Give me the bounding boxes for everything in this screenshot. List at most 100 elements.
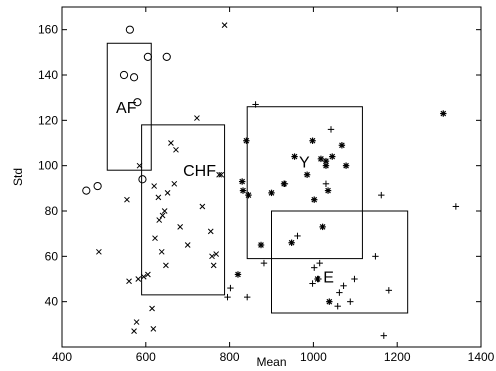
x-axis-title: Mean — [256, 355, 286, 369]
data-point-star — [291, 153, 298, 160]
data-point-star — [338, 142, 346, 149]
y-tick-label: 140 — [38, 68, 58, 82]
box-label-af: AF — [116, 100, 137, 117]
x-tick-label: 800 — [220, 350, 240, 364]
data-point-circle — [82, 186, 91, 195]
data-point-x — [173, 146, 179, 153]
x-tick-label: 1000 — [300, 350, 327, 364]
data-point-star — [309, 137, 316, 144]
data-point-plus — [316, 259, 323, 267]
plot-layer: 400 600 800 1000 1200 1400 40 60 80 100 120 140 160 M… — [11, 6, 495, 369]
data-point-x — [218, 171, 225, 178]
data-point-plus — [311, 264, 318, 271]
data-point-circle — [138, 175, 147, 184]
data-point-circle — [162, 52, 171, 61]
data-point-circle — [119, 70, 129, 80]
data-point-plus — [327, 126, 335, 133]
data-point-plus — [227, 284, 234, 292]
data-point-x — [126, 278, 132, 285]
data-point-star — [319, 223, 326, 231]
data-point-x — [152, 235, 158, 242]
data-point-star — [329, 153, 336, 160]
data-point-circle — [129, 73, 139, 82]
data-point-circle — [125, 25, 134, 34]
data-point-x — [199, 203, 206, 210]
data-point-x — [159, 212, 166, 219]
box-label-chf: CHF — [183, 163, 216, 180]
data-point-plus — [252, 101, 259, 108]
data-point-x — [133, 319, 140, 325]
data-point-circle — [143, 52, 152, 61]
data-point-plus — [385, 287, 393, 294]
x-tick-label: 600 — [136, 350, 156, 364]
data-point-star — [245, 191, 252, 199]
box-label-y: Y — [299, 154, 310, 171]
data-point-x — [210, 262, 217, 269]
data-point-x — [155, 194, 162, 201]
data-point-x — [221, 22, 228, 28]
data-point-x — [151, 183, 158, 189]
data-point-x — [156, 217, 163, 223]
data-point-plus — [380, 332, 387, 339]
data-point-x — [124, 196, 130, 203]
data-point-plus — [334, 303, 341, 310]
data-point-plus — [224, 293, 231, 301]
data-point-star — [234, 271, 242, 278]
y-tick-label: 160 — [38, 23, 58, 37]
data-point-star — [303, 171, 311, 178]
data-point-plus — [452, 203, 460, 210]
y-axis-title: Std — [11, 168, 25, 186]
data-point-x — [209, 253, 215, 260]
data-point-x — [164, 190, 171, 196]
data-point-x — [163, 262, 169, 269]
data-point-x — [145, 271, 151, 278]
data-point-circle — [133, 98, 142, 107]
box-label-e: E — [323, 269, 334, 286]
data-point-plus — [243, 293, 251, 301]
data-point-x — [216, 171, 222, 178]
data-point-x — [194, 115, 200, 121]
data-point-star — [257, 241, 265, 249]
data-point-star — [317, 155, 325, 163]
region-box-af — [106, 42, 152, 171]
data-point-plus — [340, 282, 347, 289]
data-point-plus — [378, 191, 385, 199]
data-point-x — [168, 140, 174, 146]
data-point-plus — [347, 298, 354, 305]
x-tick-label: 1200 — [384, 350, 411, 364]
region-box-e — [271, 210, 409, 314]
y-tick-label: 100 — [38, 159, 58, 173]
data-point-x — [149, 305, 155, 312]
data-point-star — [322, 157, 330, 165]
data-point-star — [324, 187, 332, 194]
y-tick-label: 80 — [45, 204, 59, 218]
data-point-x — [207, 228, 214, 235]
data-point-x — [135, 276, 142, 282]
data-point-x — [158, 248, 165, 255]
data-point-x — [150, 326, 157, 332]
data-point-x — [213, 251, 220, 257]
x-tick-label: 1400 — [468, 350, 495, 364]
data-point-x — [171, 180, 178, 187]
data-point-star — [243, 137, 250, 144]
data-point-plus — [336, 289, 343, 296]
y-tick-label: 120 — [38, 113, 58, 127]
data-point-plus — [372, 253, 379, 260]
y-tick-label: 40 — [45, 295, 59, 309]
x-tick-label: 400 — [52, 350, 72, 364]
data-point-x — [177, 224, 184, 230]
data-point-star — [326, 298, 333, 305]
data-point-star — [311, 196, 318, 203]
data-point-x — [184, 242, 191, 248]
data-point-star — [238, 178, 246, 185]
y-tick-label: 60 — [45, 249, 59, 263]
data-point-star — [239, 187, 247, 194]
data-point-plus — [309, 280, 316, 287]
data-point-star — [342, 162, 350, 169]
data-point-plus — [351, 275, 358, 283]
data-point-x — [161, 208, 168, 214]
data-point-plus — [260, 259, 268, 267]
data-point-x — [131, 328, 137, 334]
data-point-star — [440, 110, 447, 117]
